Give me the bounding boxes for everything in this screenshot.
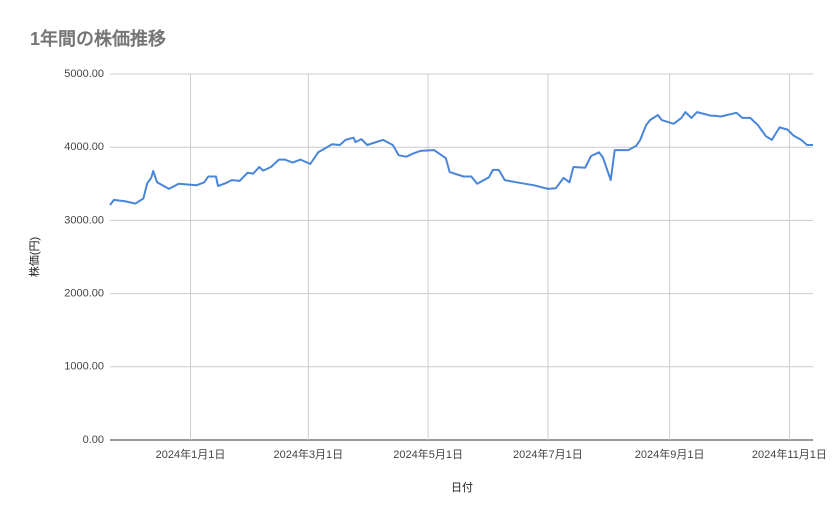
- data-line: [109, 111, 813, 206]
- chart-title: 1年間の株価推移: [30, 28, 166, 49]
- x-tick-label: 2024年5月1日: [393, 447, 463, 461]
- y-tick-label: 2000.00: [64, 288, 104, 300]
- y-axis-title: 株価(円): [27, 237, 41, 277]
- x-tick-label: 2024年11月1日: [752, 447, 827, 461]
- y-tick-label: 3000.00: [64, 214, 104, 226]
- y-tick-label: 0.00: [83, 434, 104, 446]
- x-tick-label: 2024年9月1日: [635, 447, 705, 461]
- y-tick-label: 1000.00: [64, 361, 104, 373]
- x-tick-label: 2024年1月1日: [156, 447, 226, 461]
- x-tick-label: 2024年7月1日: [513, 447, 583, 461]
- y-tick-label: 5000.00: [64, 68, 104, 80]
- x-axis-title: 日付: [451, 481, 473, 494]
- y-tick-label: 4000.00: [64, 141, 104, 153]
- x-tick-label: 2024年3月1日: [273, 447, 343, 461]
